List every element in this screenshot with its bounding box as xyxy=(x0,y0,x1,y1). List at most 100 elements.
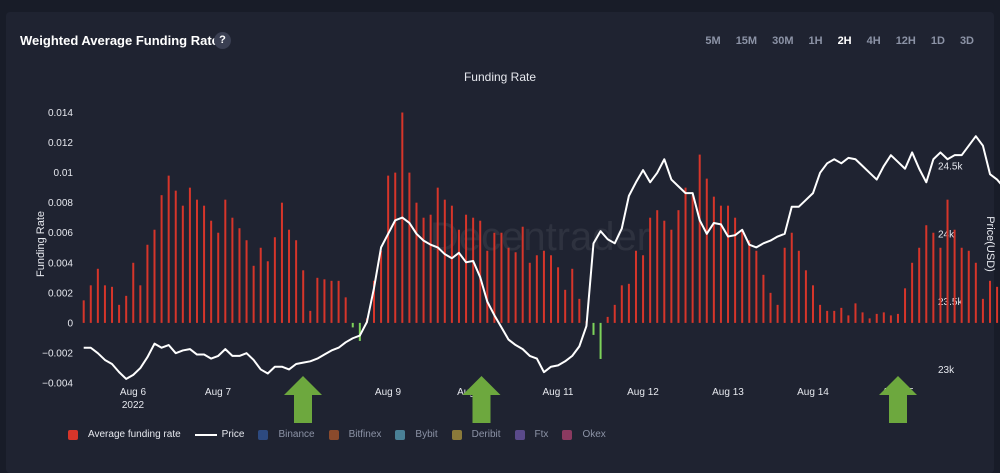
y2-axis-title: Price(USD) xyxy=(984,216,996,272)
legend-label: Okex xyxy=(582,429,606,440)
funding-bar xyxy=(337,280,340,323)
funding-bar xyxy=(82,300,85,323)
funding-bar xyxy=(875,313,878,323)
funding-bar xyxy=(316,277,319,323)
x-tick-label: Aug 11 xyxy=(543,387,574,398)
funding-bar xyxy=(295,240,298,323)
funding-bar xyxy=(507,247,510,323)
funding-bar xyxy=(861,312,864,323)
funding-bar xyxy=(925,225,928,323)
funding-bar xyxy=(599,322,602,359)
legend-label: Ftx xyxy=(534,429,549,440)
legend-item-binance[interactable]: Binance xyxy=(258,429,315,440)
funding-bar xyxy=(656,210,659,323)
timeframe-15m-button[interactable]: 15M xyxy=(735,35,758,47)
timeframe-4h-button[interactable]: 4H xyxy=(866,35,881,47)
funding-bar xyxy=(946,199,949,323)
legend-item-bybit[interactable]: Bybit xyxy=(395,429,438,440)
funding-bar xyxy=(514,252,517,323)
y-tick-label: 0.002 xyxy=(48,288,73,299)
funding-bar xyxy=(443,199,446,323)
funding-bar xyxy=(535,255,538,323)
timeframe-2h-button[interactable]: 2H xyxy=(837,35,852,47)
funding-bar xyxy=(89,285,92,323)
funding-bar xyxy=(266,261,269,323)
legend-item-okex[interactable]: Okex xyxy=(562,429,606,440)
funding-bar xyxy=(996,286,999,323)
legend-item-ftx[interactable]: Ftx xyxy=(514,429,549,440)
legend-item-price[interactable]: Price xyxy=(194,429,244,440)
x-tick-sublabel: 2022 xyxy=(122,400,145,411)
funding-bar xyxy=(564,289,567,323)
legend-label: Deribit xyxy=(471,429,501,440)
funding-bar xyxy=(918,247,921,323)
funding-bar xyxy=(790,232,793,323)
help-icon[interactable]: ? xyxy=(214,32,231,49)
legend-item-average-funding-rate[interactable]: Average funding rate xyxy=(68,429,181,440)
timeframe-3d-button[interactable]: 3D xyxy=(959,35,974,47)
funding-bar xyxy=(634,250,637,323)
funding-bar xyxy=(578,298,581,323)
funding-bar xyxy=(153,229,156,323)
chart-title: Funding Rate xyxy=(463,70,537,84)
funding-bar xyxy=(351,322,354,328)
funding-bar xyxy=(663,220,666,323)
funding-bar xyxy=(436,187,439,323)
chart-card xyxy=(6,12,994,473)
chart-legend: Average funding rate Price Binance Bitfinex… xyxy=(68,429,620,440)
funding-bar xyxy=(727,205,730,323)
funding-bar xyxy=(528,262,531,323)
funding-bar xyxy=(309,310,312,323)
funding-bar xyxy=(684,187,687,323)
funding-bar xyxy=(854,303,857,323)
timeframe-12h-button[interactable]: 12H xyxy=(895,35,916,47)
funding-bar xyxy=(103,285,106,323)
funding-bar xyxy=(712,196,715,323)
timeframe-1d-button[interactable]: 1D xyxy=(930,35,945,47)
funding-bar xyxy=(620,285,623,323)
funding-bar xyxy=(493,232,496,323)
timeframe-1h-button[interactable]: 1H xyxy=(808,35,823,47)
timeframe-selector: 5M 15M 30M 1H 2H 4H 12H 1D 3D xyxy=(690,35,974,47)
y2-tick-label: 23.5k xyxy=(938,297,963,308)
legend-label: Bitfinex xyxy=(348,429,382,440)
legend-label: Bybit xyxy=(415,429,438,440)
legend-item-deribit[interactable]: Deribit xyxy=(451,429,501,440)
funding-bar xyxy=(755,250,758,323)
funding-bar xyxy=(960,247,963,323)
funding-bar xyxy=(429,214,432,323)
y-tick-label: 0.008 xyxy=(48,198,73,209)
page-title: Weighted Average Funding Rate xyxy=(20,33,219,48)
funding-bar xyxy=(719,205,722,323)
funding-bar xyxy=(606,316,609,323)
funding-bar xyxy=(238,228,241,323)
funding-bar xyxy=(245,240,248,323)
funding-bar xyxy=(457,229,460,323)
timeframe-30m-button[interactable]: 30M xyxy=(772,35,794,47)
funding-bar xyxy=(592,322,595,335)
funding-bar xyxy=(224,199,227,323)
funding-bar xyxy=(422,217,425,323)
funding-bar xyxy=(181,205,184,323)
funding-bar xyxy=(500,232,503,323)
timeframe-5m-button[interactable]: 5M xyxy=(705,35,721,47)
funding-bar xyxy=(804,270,807,323)
legend-item-bitfinex[interactable]: Bitfinex xyxy=(328,429,382,440)
y-tick-label: 0.006 xyxy=(48,228,73,239)
funding-bar xyxy=(889,315,892,323)
funding-bar xyxy=(939,247,942,323)
y-tick-label: 0.004 xyxy=(48,258,73,269)
funding-bar xyxy=(472,217,475,323)
funding-bar xyxy=(557,267,560,323)
funding-bar xyxy=(967,250,970,323)
funding-bar xyxy=(904,288,907,323)
legend-label: Binance xyxy=(278,429,315,440)
funding-bar xyxy=(762,274,765,323)
funding-bar xyxy=(776,304,779,323)
funding-bar xyxy=(273,237,276,323)
funding-bar xyxy=(741,229,744,323)
up-arrow-icon xyxy=(462,376,501,423)
legend-swatch xyxy=(451,429,462,440)
price-line xyxy=(83,135,1000,380)
legend-swatch xyxy=(562,429,573,440)
